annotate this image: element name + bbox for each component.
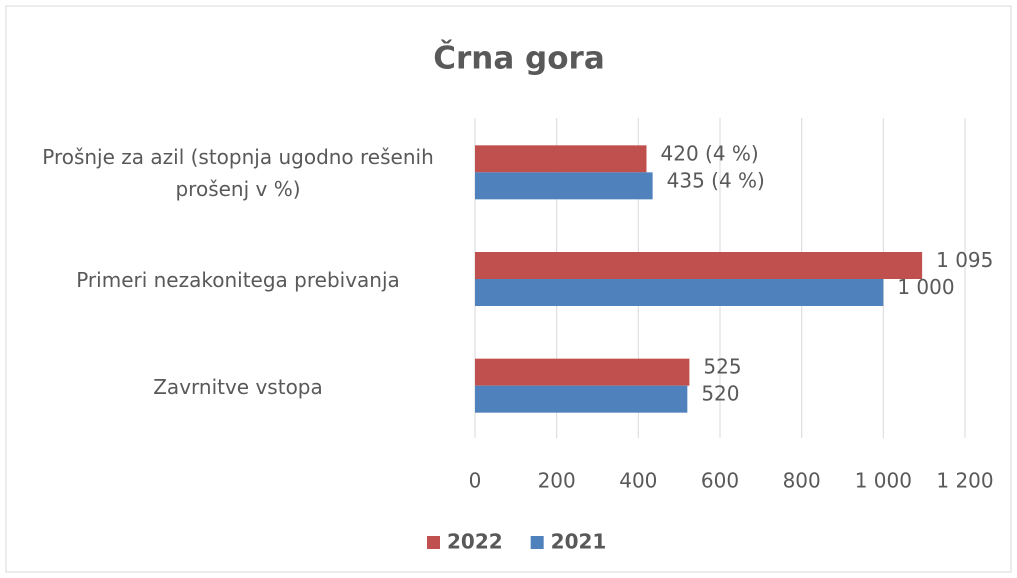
legend-label: 2021 bbox=[551, 530, 607, 554]
value-label: 520 bbox=[701, 382, 739, 406]
x-tick-label: 600 bbox=[701, 469, 739, 493]
value-label: 1 095 bbox=[936, 248, 993, 272]
y-tick-label: Primeri nezakonitega prebivanja bbox=[76, 268, 400, 292]
x-tick-label: 800 bbox=[783, 469, 821, 493]
bar bbox=[475, 145, 647, 173]
value-label: 525 bbox=[703, 355, 741, 379]
bar bbox=[475, 279, 884, 306]
bar bbox=[475, 358, 690, 386]
legend-swatch bbox=[530, 536, 544, 549]
y-tick-label: Zavrnitve vstopa bbox=[153, 374, 323, 399]
x-tick-label: 1 000 bbox=[855, 469, 912, 493]
x-tick-label: 400 bbox=[619, 469, 657, 493]
bar bbox=[475, 172, 653, 200]
y-tick-label: Prošnje za azil (stopnja ugodno rešenih … bbox=[42, 145, 434, 202]
chart-title: Črna gora bbox=[433, 40, 605, 77]
x-tick-label: 200 bbox=[538, 469, 576, 493]
bar bbox=[475, 385, 688, 413]
value-label: 420 (4 %) bbox=[661, 141, 759, 165]
value-label: 435 (4 %) bbox=[667, 168, 765, 192]
value-label: 1 000 bbox=[897, 275, 954, 299]
legend-label: 2022 bbox=[447, 530, 503, 554]
bar bbox=[475, 252, 923, 279]
x-tick-label: 1 200 bbox=[936, 469, 993, 493]
legend-swatch bbox=[427, 536, 440, 549]
x-tick-label: 0 bbox=[469, 469, 482, 493]
